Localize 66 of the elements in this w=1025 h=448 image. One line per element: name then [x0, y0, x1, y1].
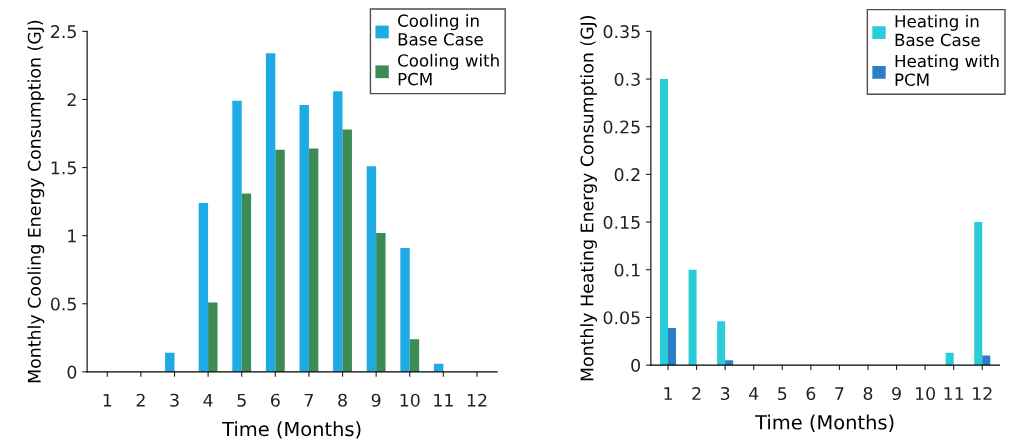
- bar: [400, 247, 410, 372]
- bar: [366, 166, 377, 372]
- y-tick-label: 0.15: [603, 215, 640, 229]
- bar: [265, 53, 276, 372]
- x-tick-label: 4: [749, 387, 759, 400]
- bar: [241, 193, 252, 372]
- x-tick-label: 3: [720, 386, 730, 401]
- bar: [232, 100, 242, 372]
- x-tick-label: 6: [271, 393, 280, 407]
- x-tick-label: 10: [400, 393, 420, 407]
- x-tick-label: 1: [664, 387, 672, 400]
- bar: [668, 327, 677, 366]
- y-tick-label: 0.35: [603, 25, 640, 39]
- x-tick-label: 4: [203, 393, 213, 407]
- x-tick-label: 8: [863, 386, 873, 401]
- x-tick-label: 7: [304, 393, 313, 407]
- y-tick-label: 1.5: [51, 161, 76, 175]
- legend-label: Cooling in Base Case: [398, 14, 483, 46]
- x-tick-label: 12: [973, 386, 992, 400]
- y-tick-label: 0.25: [603, 120, 640, 134]
- bar: [275, 149, 285, 372]
- x-tick-label: 9: [892, 386, 901, 401]
- y-tick-label: 0: [67, 365, 77, 379]
- bar: [165, 352, 175, 372]
- x-tick-label: 2: [692, 386, 701, 400]
- x-tick-label: 7: [835, 387, 844, 400]
- bar: [342, 129, 352, 372]
- bar: [333, 91, 343, 372]
- x-axis-title: Time (Months): [222, 421, 361, 439]
- x-axis-title: Time (Months): [755, 414, 894, 432]
- y-axis-title: Monthly Heating Energy Consumption (GJ): [580, 15, 597, 381]
- bar: [660, 79, 669, 366]
- bar: [198, 202, 209, 372]
- bar: [974, 222, 983, 366]
- y-tick-label: 0.2: [614, 168, 640, 182]
- x-tick-label: 5: [778, 387, 787, 401]
- y-tick-label: 0.3: [614, 72, 640, 86]
- bar: [308, 148, 319, 372]
- bar: [688, 269, 697, 366]
- x-tick-label: 12: [467, 393, 487, 407]
- y-tick-label: 2: [67, 93, 76, 107]
- y-axis-title: Monthly Cooling Energy Consumption (GJ): [27, 20, 45, 383]
- bar: [717, 321, 726, 366]
- y-tick-label: 0: [631, 358, 640, 372]
- x-tick-label: 9: [371, 393, 381, 407]
- y-tick-label: 0.5: [50, 297, 76, 311]
- y-tick-label: 0.05: [603, 311, 640, 325]
- x-tick-label: 6: [806, 386, 816, 401]
- legend-label: Cooling with PCM: [398, 53, 499, 86]
- bar: [299, 104, 309, 372]
- x-tick-label: 8: [338, 393, 347, 407]
- bar: [208, 302, 218, 372]
- x-tick-label: 10: [915, 386, 935, 401]
- y-tick-label: 1: [68, 229, 76, 243]
- legend-label: Heating in Base Case: [895, 14, 980, 47]
- x-tick-label: 1: [103, 393, 112, 407]
- y-tick-label: 2.5: [51, 25, 76, 39]
- x-tick-label: 3: [170, 393, 179, 407]
- x-tick-label: 2: [136, 393, 145, 407]
- legend-label: Heating with PCM: [895, 54, 999, 87]
- x-tick-label: 11: [944, 387, 964, 400]
- bar: [376, 232, 386, 372]
- bar: [409, 339, 420, 372]
- x-tick-label: 5: [237, 393, 246, 407]
- y-tick-label: 0.1: [614, 263, 640, 277]
- x-tick-label: 11: [434, 393, 453, 407]
